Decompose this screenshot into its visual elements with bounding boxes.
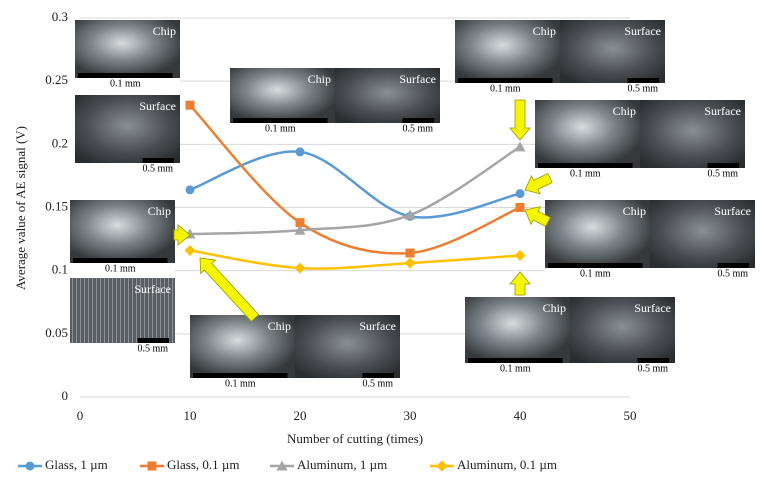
y-tick-label: 0.25 — [45, 72, 68, 87]
chart: Number of cutting (times) Average value … — [0, 0, 764, 487]
inset-label: Chip — [153, 24, 176, 38]
marker — [185, 245, 196, 256]
legend-label: Aluminum, 0.1 µm — [457, 457, 557, 472]
legend-marker — [437, 461, 448, 472]
y-tick-label: 0.1 — [52, 262, 68, 277]
marker — [295, 263, 306, 274]
inset-label: Surface — [634, 301, 671, 315]
x-tick-label: 40 — [514, 408, 527, 423]
inset-label: Chip — [148, 204, 171, 218]
scale-label: 0.5 mm — [138, 343, 169, 354]
scale-bar — [628, 78, 660, 83]
scale-bar — [458, 78, 553, 83]
scale-label: 0.1 mm — [225, 378, 256, 389]
inset: Chip 0.1 mm — [70, 200, 175, 275]
scale-bar — [78, 73, 173, 78]
marker — [296, 147, 305, 156]
marker — [406, 248, 415, 257]
y-tick-label: 0.15 — [45, 198, 68, 213]
inset: Chip 0.1 mm — [75, 20, 180, 90]
y-tick-label: 0 — [62, 388, 69, 403]
scale-bar — [718, 263, 750, 268]
inset: Chip Surface 0.1 mm 0.5 mm — [465, 297, 675, 375]
scale-bar — [363, 373, 395, 378]
inset-label: Surface — [399, 72, 436, 86]
scale-bar — [193, 373, 288, 378]
inset: Chip Surface 0.1 mm 0.5 mm — [535, 100, 745, 180]
inset-label: Chip — [268, 319, 291, 333]
scale-bar — [73, 258, 168, 263]
marker — [186, 101, 195, 110]
scale-bar — [233, 118, 328, 123]
legend-marker — [26, 462, 35, 471]
inset-label: Chip — [533, 24, 556, 38]
arrow — [510, 100, 530, 140]
y-axis-title: Average value of AE signal (V) — [13, 126, 28, 290]
scale-label: 0.1 mm — [110, 78, 141, 89]
legend-label: Glass, 0.1 µm — [167, 457, 240, 472]
inset: Chip Surface 0.1 mm 0.5 mm — [230, 68, 440, 135]
scale-label: 0.1 mm — [490, 83, 521, 94]
x-tick-label: 20 — [294, 408, 307, 423]
scale-bar — [403, 118, 435, 123]
x-tick-label: 0 — [77, 408, 84, 423]
inset: Chip Surface 0.1 mm 0.5 mm — [545, 200, 755, 280]
scale-bar — [138, 338, 170, 343]
marker — [405, 258, 416, 269]
x-tick-label: 30 — [404, 408, 417, 423]
scale-bar — [143, 158, 175, 163]
scale-label: 0.1 mm — [265, 123, 296, 134]
marker — [516, 203, 525, 212]
inset-label: Surface — [624, 24, 661, 38]
scale-label: 0.5 mm — [718, 268, 749, 279]
y-tick-label: 0.3 — [52, 9, 68, 24]
scale-label: 0.5 mm — [363, 378, 394, 389]
x-tick-label: 50 — [624, 408, 637, 423]
y-tick-label: 0.05 — [45, 325, 68, 340]
inset-label: Chip — [623, 204, 646, 218]
inset-label: Chip — [613, 104, 636, 118]
scale-label: 0.5 mm — [638, 363, 669, 374]
marker — [515, 141, 526, 151]
inset-label: Surface — [714, 204, 751, 218]
inset-label: Surface — [139, 99, 176, 113]
scale-bar — [708, 163, 740, 168]
scale-label: 0.1 mm — [105, 263, 136, 274]
scale-bar — [468, 358, 563, 363]
series-line — [190, 147, 520, 234]
scale-label: 0.1 mm — [570, 168, 601, 179]
arrow — [174, 225, 190, 245]
scale-label: 0.5 mm — [403, 123, 434, 134]
legend-label: Glass, 1 µm — [45, 457, 108, 472]
inset: Surface 0.5 mm — [70, 278, 175, 355]
inset-label: Chip — [308, 72, 331, 86]
legend-marker — [148, 462, 157, 471]
y-tick-label: 0.2 — [52, 135, 68, 150]
marker — [186, 185, 195, 194]
legend-label: Aluminum, 1 µm — [297, 457, 387, 472]
scale-bar — [548, 263, 643, 268]
x-axis-title: Number of cutting (times) — [287, 431, 423, 446]
scale-label: 0.5 mm — [628, 83, 659, 94]
arrow — [200, 258, 259, 321]
marker — [516, 189, 525, 198]
scale-bar — [638, 358, 670, 363]
x-tick-label: 10 — [184, 408, 197, 423]
inset: Surface 0.5 mm — [75, 95, 180, 175]
marker — [515, 250, 526, 261]
inset-label: Chip — [543, 301, 566, 315]
scale-label: 0.1 mm — [580, 268, 611, 279]
scale-label: 0.5 mm — [143, 163, 174, 174]
inset: Chip Surface 0.1 mm 0.5 mm — [190, 315, 400, 390]
arrow — [510, 272, 530, 295]
inset-label: Surface — [359, 319, 396, 333]
scale-label: 0.1 mm — [500, 363, 531, 374]
inset: Chip Surface 0.1 mm 0.5 mm — [455, 20, 665, 95]
inset-label: Surface — [704, 104, 741, 118]
scale-label: 0.5 mm — [708, 168, 739, 179]
inset-label: Surface — [134, 282, 171, 296]
scale-bar — [538, 163, 633, 168]
series-line — [190, 250, 520, 268]
